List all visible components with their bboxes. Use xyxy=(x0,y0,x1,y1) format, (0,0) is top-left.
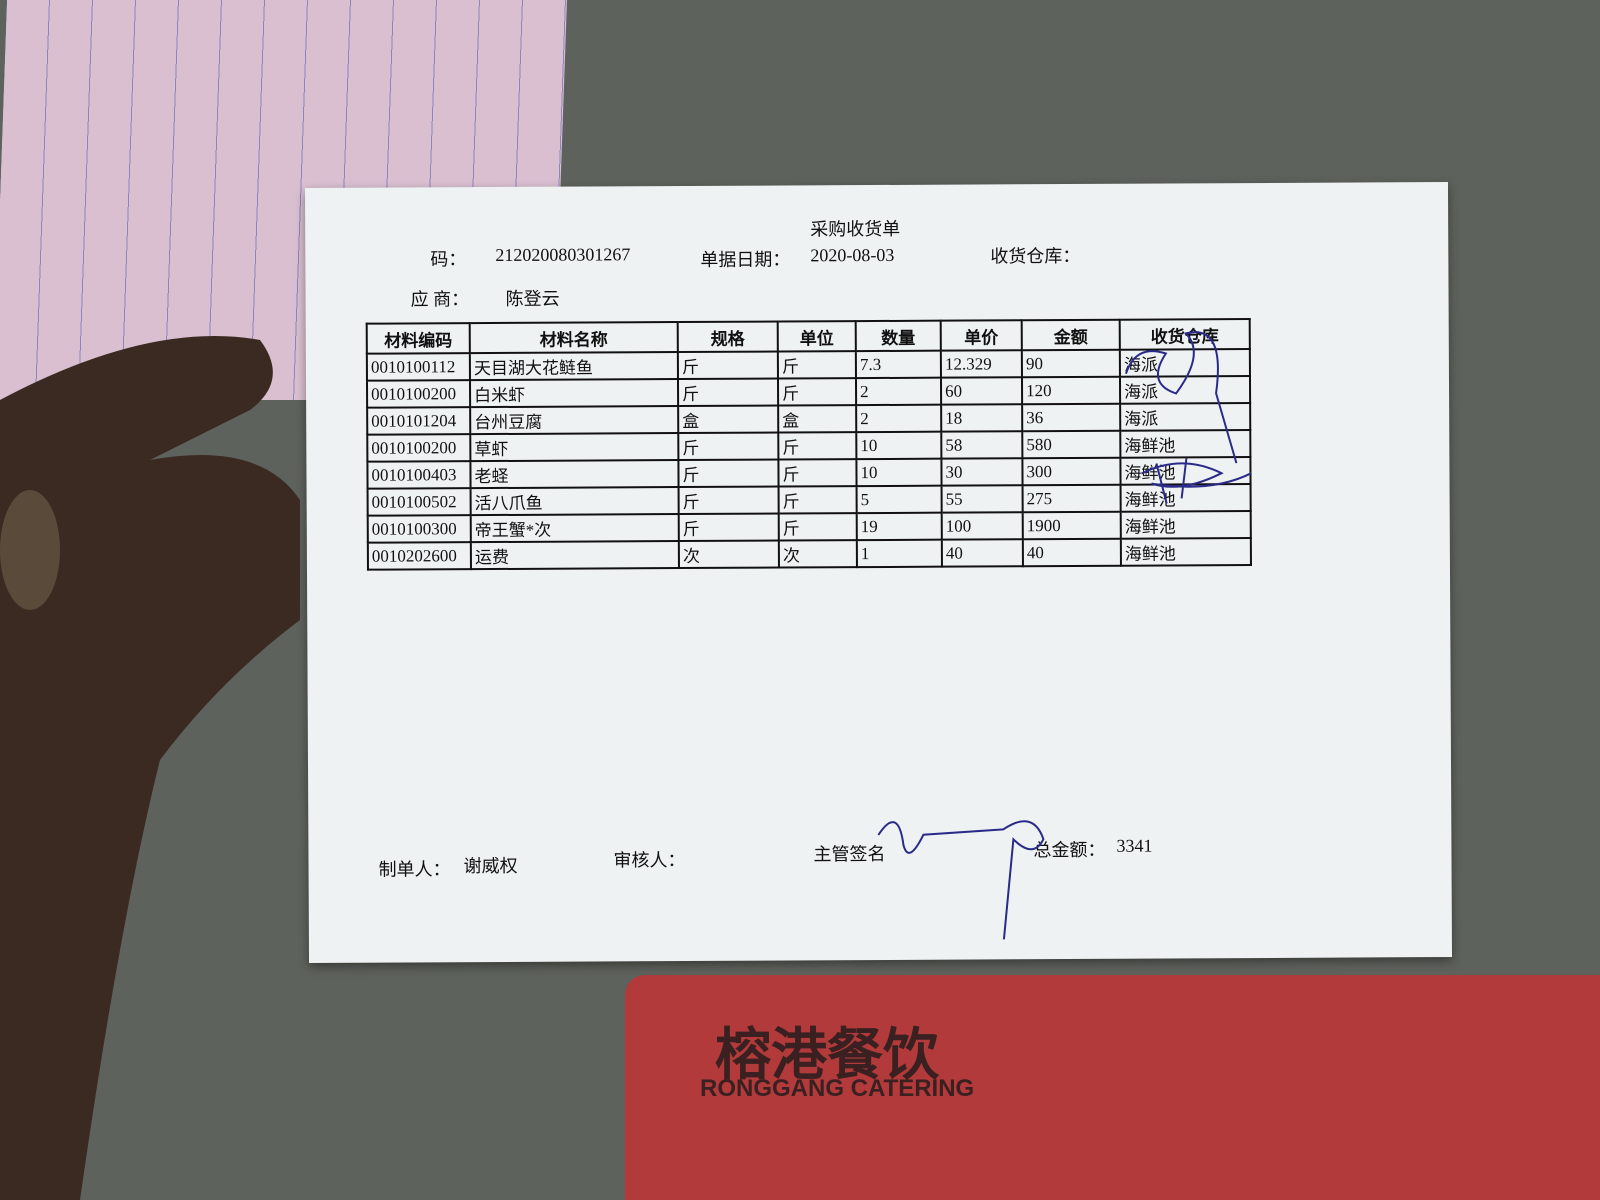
hand xyxy=(0,336,300,1200)
signature xyxy=(1125,331,1238,464)
signatures xyxy=(877,331,1252,940)
brand: 榕港餐饮 xyxy=(715,1025,939,1087)
mat: 榕港餐饮 RONGGANG CATERING xyxy=(625,975,1600,1200)
receipt: 采购收货单 码： 212020080301267 单据日期： 2020-08-0… xyxy=(304,182,1453,963)
signature xyxy=(877,820,1045,940)
signature xyxy=(1141,458,1252,504)
brand-en: RONGGANG CATERING xyxy=(700,1075,975,1102)
